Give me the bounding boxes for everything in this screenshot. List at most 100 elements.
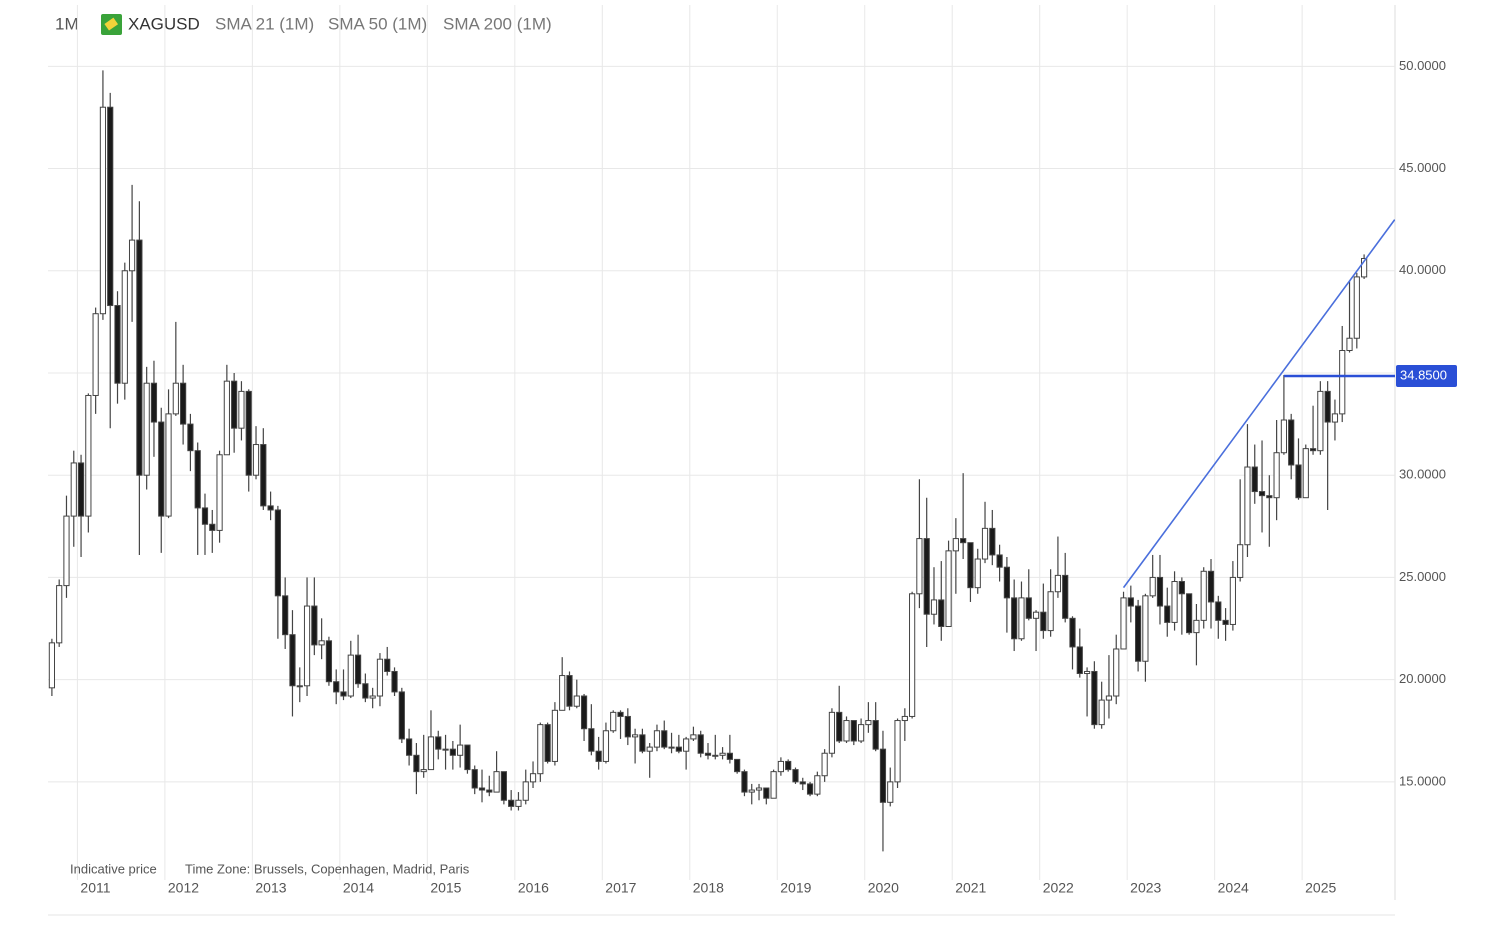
candle-body (500, 771, 507, 801)
x-tick-label: 2019 (780, 880, 811, 896)
symbol[interactable]: XAGUSD (128, 14, 200, 33)
y-tick-label: 50.0000 (1399, 58, 1446, 73)
x-tick-label: 2018 (693, 880, 724, 896)
candle-body (187, 423, 194, 452)
x-tick-label: 2014 (343, 880, 374, 896)
x-tick-label: 2020 (868, 880, 899, 896)
y-tick-label: 30.0000 (1399, 467, 1446, 482)
indicator[interactable]: SMA 50 (1M) (328, 14, 427, 33)
candle-body (522, 781, 529, 801)
y-tick-label: 15.0000 (1399, 773, 1446, 788)
candle-body (1032, 611, 1040, 619)
candle-body (180, 382, 187, 425)
candle-body (48, 642, 55, 689)
candle-body (457, 744, 464, 756)
candle-body (1113, 648, 1120, 697)
candle-body (529, 773, 537, 783)
candle-body (653, 730, 661, 748)
candle-body (712, 754, 719, 757)
candle-body (1127, 597, 1134, 607)
candle-body (1193, 619, 1200, 634)
candle-body (325, 640, 333, 683)
candle-body (1076, 646, 1083, 675)
candle-body (333, 681, 340, 693)
candle-body (748, 789, 755, 793)
candle-body (1098, 699, 1105, 726)
candle-body (406, 738, 413, 756)
candle-body (632, 734, 639, 738)
candle-body (770, 771, 777, 799)
y-tick-label: 45.0000 (1399, 160, 1446, 175)
candle-body (376, 658, 384, 697)
candle-body (843, 720, 850, 742)
candle-body (398, 691, 405, 740)
candle-body (1207, 570, 1215, 603)
candle-body (318, 640, 325, 646)
x-tick-label: 2022 (1043, 880, 1074, 896)
candle-body (806, 783, 814, 795)
candle-body (595, 750, 602, 762)
candle-body (1069, 617, 1076, 648)
candle-body (92, 313, 99, 396)
candle-body (1288, 419, 1295, 466)
x-tick-label: 2017 (605, 880, 636, 896)
candle-body (850, 720, 857, 742)
candle-body (675, 746, 682, 752)
candle-body (63, 515, 70, 587)
candle-body (909, 593, 916, 717)
candle-body (1346, 337, 1353, 352)
candle-body (413, 754, 420, 773)
candle-body (274, 509, 281, 597)
candle-body (763, 787, 770, 799)
x-tick-label: 2012 (168, 880, 199, 896)
candle-body (1054, 574, 1062, 593)
candle-body (1244, 466, 1251, 546)
candle-body (515, 799, 522, 807)
candle-body (282, 595, 289, 636)
candle-body (938, 599, 945, 627)
candle-body (916, 538, 923, 595)
candle-body (821, 752, 828, 777)
candle-body (901, 715, 908, 722)
candle-body (216, 454, 223, 531)
candle-body (537, 724, 544, 775)
y-tick-label: 25.0000 (1399, 569, 1446, 584)
candle-body (77, 462, 85, 517)
candle-body (362, 683, 369, 699)
candle-body (1186, 593, 1193, 634)
candle-body (296, 685, 303, 688)
candle-body (1003, 566, 1010, 599)
candle-body (1135, 605, 1142, 662)
candle-body (755, 787, 763, 791)
candle-body (1142, 595, 1149, 662)
indicator[interactable]: SMA 200 (1M) (443, 14, 552, 33)
candle-body (442, 748, 449, 751)
candle-body (777, 760, 784, 773)
candle-body (639, 734, 646, 752)
candle-body (158, 421, 165, 517)
candle-body (150, 382, 158, 423)
candle-body (588, 728, 595, 752)
candle-body (1025, 597, 1032, 619)
candle-body (930, 599, 938, 615)
candle-body (289, 634, 296, 687)
candle-body (1120, 597, 1127, 650)
candle-body (70, 462, 77, 517)
footer-timezone: Time Zone: Brussels, Copenhagen, Madrid,… (185, 861, 470, 876)
candle-body (493, 771, 500, 793)
indicator[interactable]: SMA 21 (1M) (215, 14, 314, 33)
candle-body (114, 305, 121, 384)
candle-body (1280, 419, 1288, 454)
candle-body (1062, 574, 1069, 619)
candle-body (165, 413, 172, 517)
candle-body (1331, 413, 1339, 423)
candle-body (865, 720, 872, 726)
candle-body (967, 542, 974, 589)
candle-body (267, 505, 274, 511)
interval[interactable]: 1M (55, 14, 79, 33)
plot (48, 70, 1395, 852)
candle-body (1222, 619, 1229, 625)
candle-body (1339, 350, 1346, 415)
candle-body (857, 724, 865, 742)
